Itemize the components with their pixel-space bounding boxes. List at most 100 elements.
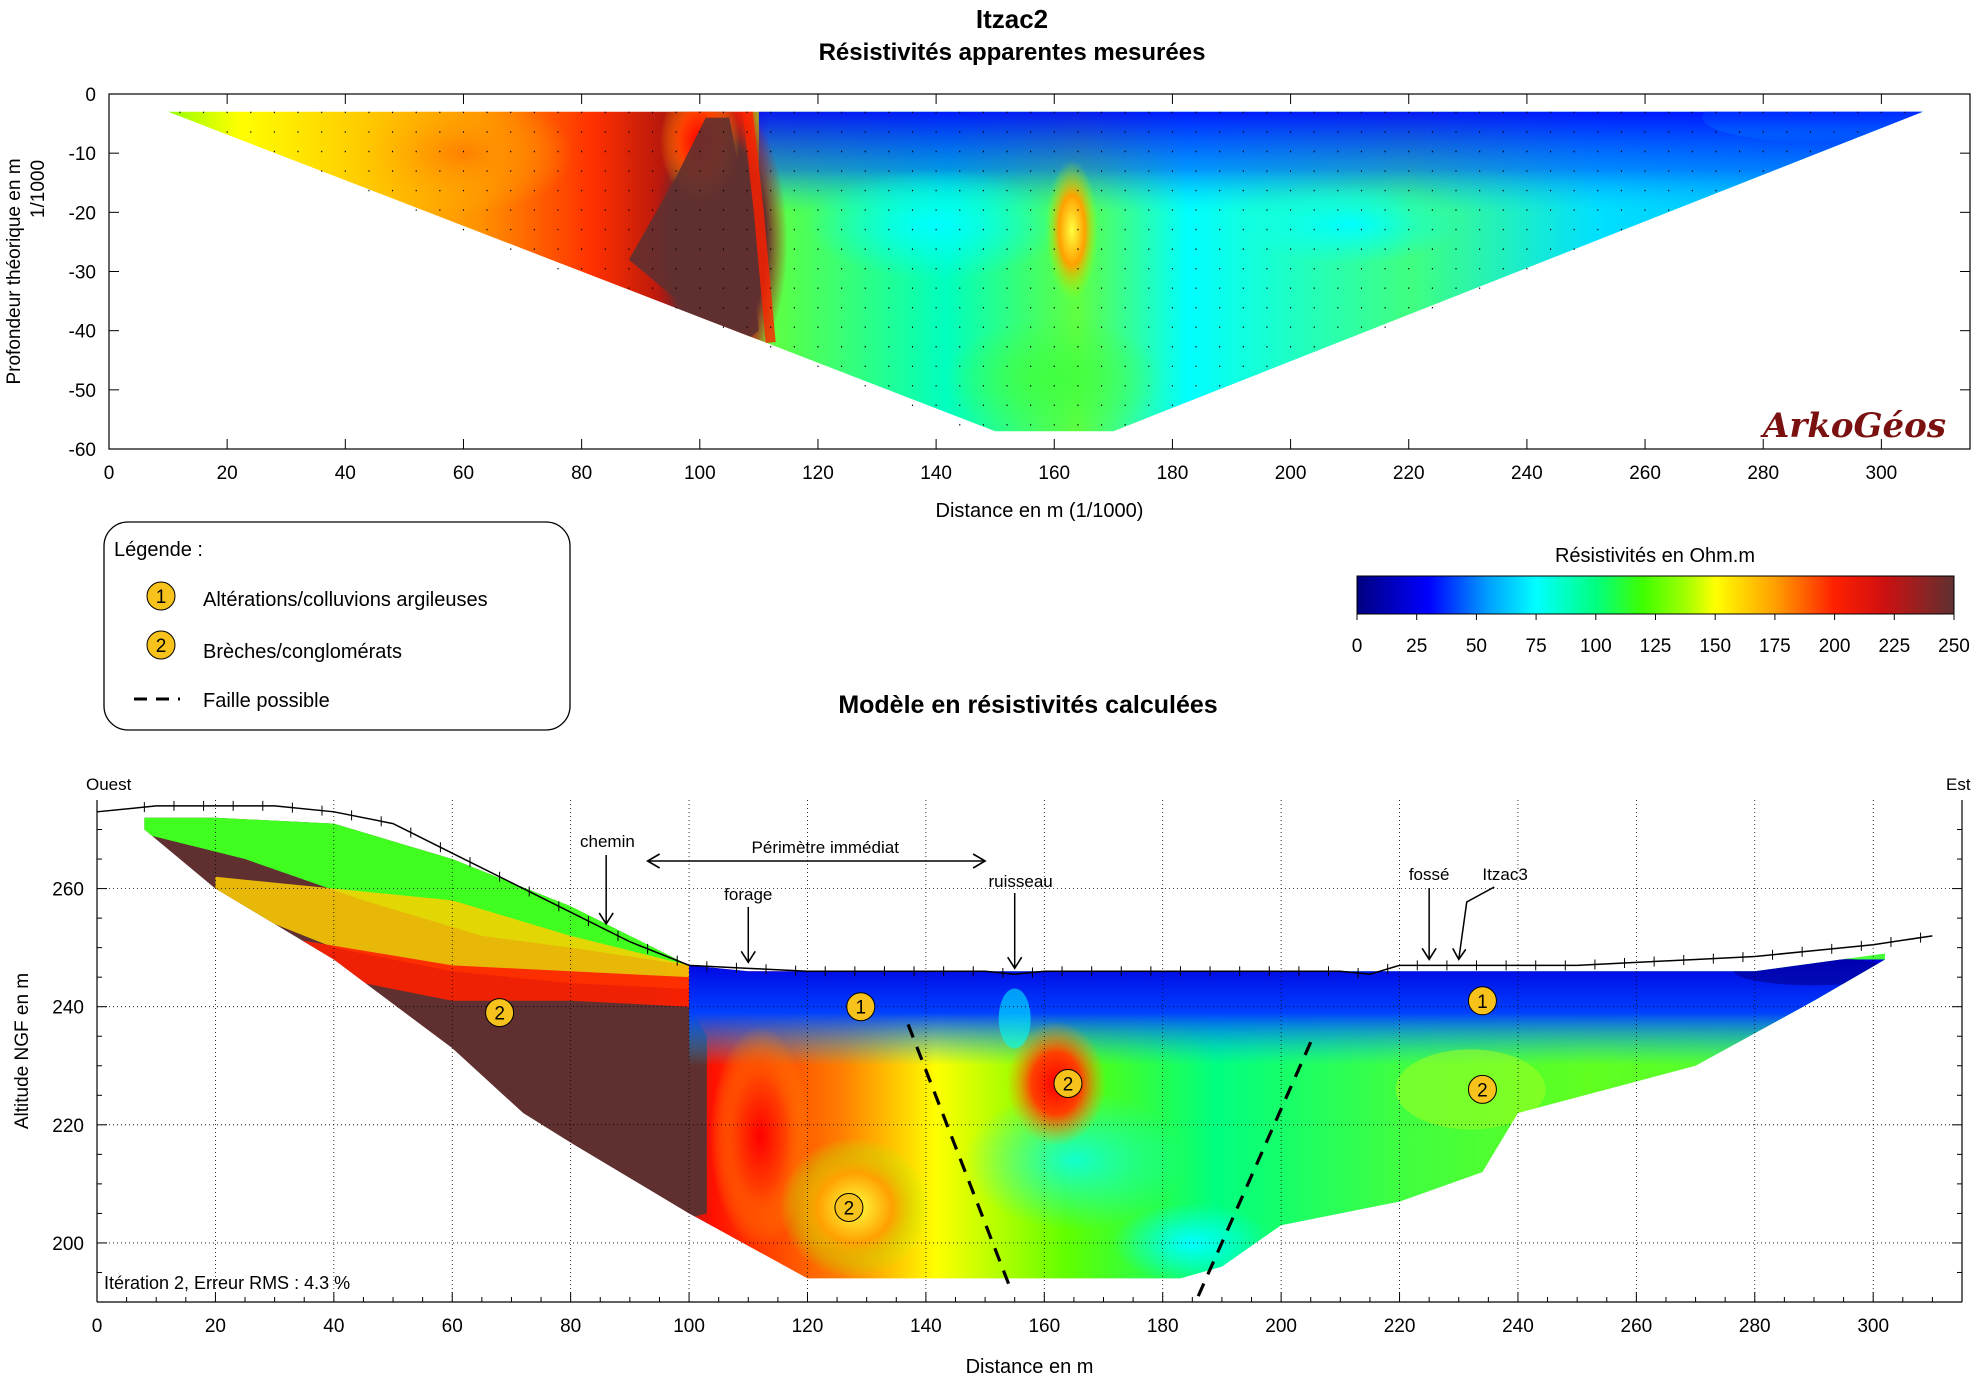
- fosse-label: fossé: [1409, 865, 1450, 884]
- legend: Légende : 1 Altérations/colluvions argil…: [103, 521, 571, 731]
- itzac3-label: Itzac3: [1482, 865, 1527, 884]
- top-x-tick-label: 140: [920, 463, 952, 484]
- legend-label-2: Brèches/conglomérats: [203, 641, 402, 663]
- bottom-x-tick-label: 120: [792, 1316, 824, 1337]
- bottom-fill-stream: [998, 988, 1031, 1049]
- perimetre-label: Périmètre immédiat: [752, 838, 900, 857]
- east-label: Est: [1946, 775, 1971, 794]
- top-y-tick-label: -20: [69, 203, 96, 224]
- colorbar-tick-label: 250: [1938, 636, 1970, 657]
- top-x-tick-label: 260: [1629, 463, 1661, 484]
- west-label: Ouest: [86, 775, 132, 794]
- legend-symbol-1: [146, 581, 176, 611]
- site-annotations: Ouest Est chemin Périmètre immédiat fora…: [86, 775, 1971, 970]
- unit-marker-label: 2: [494, 1004, 505, 1025]
- unit-marker-circle: [834, 1193, 864, 1223]
- bottom-x-tick-label: 180: [1147, 1316, 1179, 1337]
- colorbar-tick-label: 50: [1466, 636, 1487, 657]
- chemin-label: chemin: [580, 832, 635, 851]
- top-anomaly: [1045, 160, 1098, 301]
- top-x-tick-label: 40: [335, 463, 356, 484]
- bottom-fill-west-red: [274, 935, 690, 1019]
- top-y-tick-label: -60: [69, 440, 96, 461]
- bottom-x-tick-label: 260: [1621, 1316, 1653, 1337]
- colorbar-ticks: 0 25 50 75 100 125 150 175 200 225 250: [1352, 614, 1970, 657]
- electrode-tick-marks: [143, 800, 1922, 979]
- perimetre-arrow-right-head: [972, 853, 987, 869]
- top-x-tick-label: 20: [217, 463, 238, 484]
- legend-item-1: 1 Altérations/colluvions argileuses: [146, 581, 488, 611]
- top-measure-points: [179, 111, 1906, 426]
- itzac3-arrow-head: [1452, 947, 1467, 961]
- top-x-tick-label: 280: [1747, 463, 1779, 484]
- unit-marker-label: 1: [855, 998, 866, 1019]
- bottom-fill-darkblue: [1733, 957, 1886, 986]
- colorbar-tick-label: 25: [1406, 636, 1427, 657]
- unit-marker-circle: [485, 998, 515, 1028]
- bottom-x-tick-label: 240: [1502, 1316, 1534, 1337]
- top-x-axis-label: Distance en m (1/1000): [936, 500, 1144, 522]
- legend-item-2: 2 Brèches/conglomérats: [146, 630, 402, 663]
- top-fill-cyan-2: [1239, 184, 1460, 265]
- bottom-fill-blue: [689, 959, 1886, 1066]
- bottom-x-axis-label: Distance en m: [966, 1356, 1094, 1378]
- top-x-tick-label: 120: [802, 463, 834, 484]
- unit-marker-2: 2: [485, 998, 515, 1028]
- top-subtitle: Résistivités apparentes mesurées: [819, 39, 1206, 66]
- colorbar-tick-label: 75: [1526, 636, 1547, 657]
- top-chart: 0 20 40 60 80 100 120 140 160 180 200 220 240 260 280 3…: [4, 85, 1971, 522]
- bottom-y-tick-label: 240: [52, 998, 84, 1019]
- perimetre-arrow-left-head: [646, 853, 661, 869]
- unit-marker-label: 1: [1477, 992, 1488, 1013]
- colorbar-tick-label: 225: [1878, 636, 1910, 657]
- top-x-tick-label: 300: [1866, 463, 1898, 484]
- colorbar-gradient: [1356, 575, 1955, 615]
- arkogeos-logo: ArkoGéos: [1760, 406, 1946, 446]
- top-x-tick-label: 220: [1393, 463, 1425, 484]
- top-x-tick-label: 180: [1157, 463, 1189, 484]
- unit-marker-label: 2: [1063, 1074, 1074, 1095]
- rms-annotation: Itération 2, Erreur RMS : 4.3 %: [104, 1273, 350, 1293]
- top-y-tick-label: 0: [85, 85, 96, 106]
- bottom-y-ticks: 200 220 240 260: [52, 829, 1962, 1273]
- annotation-arrows: [598, 853, 1495, 970]
- top-anomaly: [353, 111, 574, 214]
- bottom-x-tick-label: 200: [1265, 1316, 1297, 1337]
- bottom-fill-cyan-2: [1112, 1202, 1273, 1279]
- bottom-x-tick-label: 220: [1384, 1316, 1416, 1337]
- bottom-y-tick-label: 220: [52, 1116, 84, 1137]
- page-title: Itzac2: [976, 4, 1048, 34]
- legend-symbol-2: [146, 630, 176, 660]
- colorbar-tick-label: 125: [1640, 636, 1672, 657]
- top-x-tick-label: 240: [1511, 463, 1543, 484]
- fosse-arrow-head: [1421, 947, 1437, 961]
- bottom-gridlines: [97, 800, 1962, 1302]
- bottom-y-axis-label: Altitude NGF en m: [12, 973, 33, 1129]
- top-y-tick-label: -40: [69, 322, 96, 343]
- bottom-x-tick-label: 280: [1739, 1316, 1771, 1337]
- unit-marker-label: 2: [844, 1199, 855, 1220]
- chemin-arrow-head: [598, 912, 614, 926]
- top-y-tick-label: -50: [69, 381, 96, 402]
- bottom-x-tick-label: 100: [673, 1316, 705, 1337]
- top-x-tick-label: 200: [1275, 463, 1307, 484]
- bottom-x-tick-label: 40: [323, 1316, 344, 1337]
- forage-arrow-head: [740, 950, 756, 964]
- bottom-x-tick-label: 300: [1857, 1316, 1889, 1337]
- unit-marker-circle: [1467, 986, 1497, 1016]
- legend-box: [103, 521, 571, 731]
- colorbar-tick-label: 150: [1699, 636, 1731, 657]
- unit-marker-circle: [1467, 1074, 1497, 1104]
- colorbar-tick-label: 200: [1819, 636, 1851, 657]
- bottom-fill-cyan: [963, 1090, 1184, 1231]
- legend-title: Légende :: [114, 539, 203, 561]
- topography-line: [96, 805, 1933, 975]
- top-red-edge: [742, 111, 776, 343]
- top-y-axis-label: Profondeur théorique en m: [4, 158, 25, 384]
- bottom-y-tick-label: 200: [52, 1234, 84, 1255]
- itzac3-arrow: [1458, 886, 1495, 960]
- top-x-tick-label: 100: [684, 463, 716, 484]
- bottom-x-tick-label: 20: [205, 1316, 226, 1337]
- colorbar-tick-label: 0: [1352, 636, 1363, 657]
- ruisseau-arrow-head: [1007, 956, 1023, 970]
